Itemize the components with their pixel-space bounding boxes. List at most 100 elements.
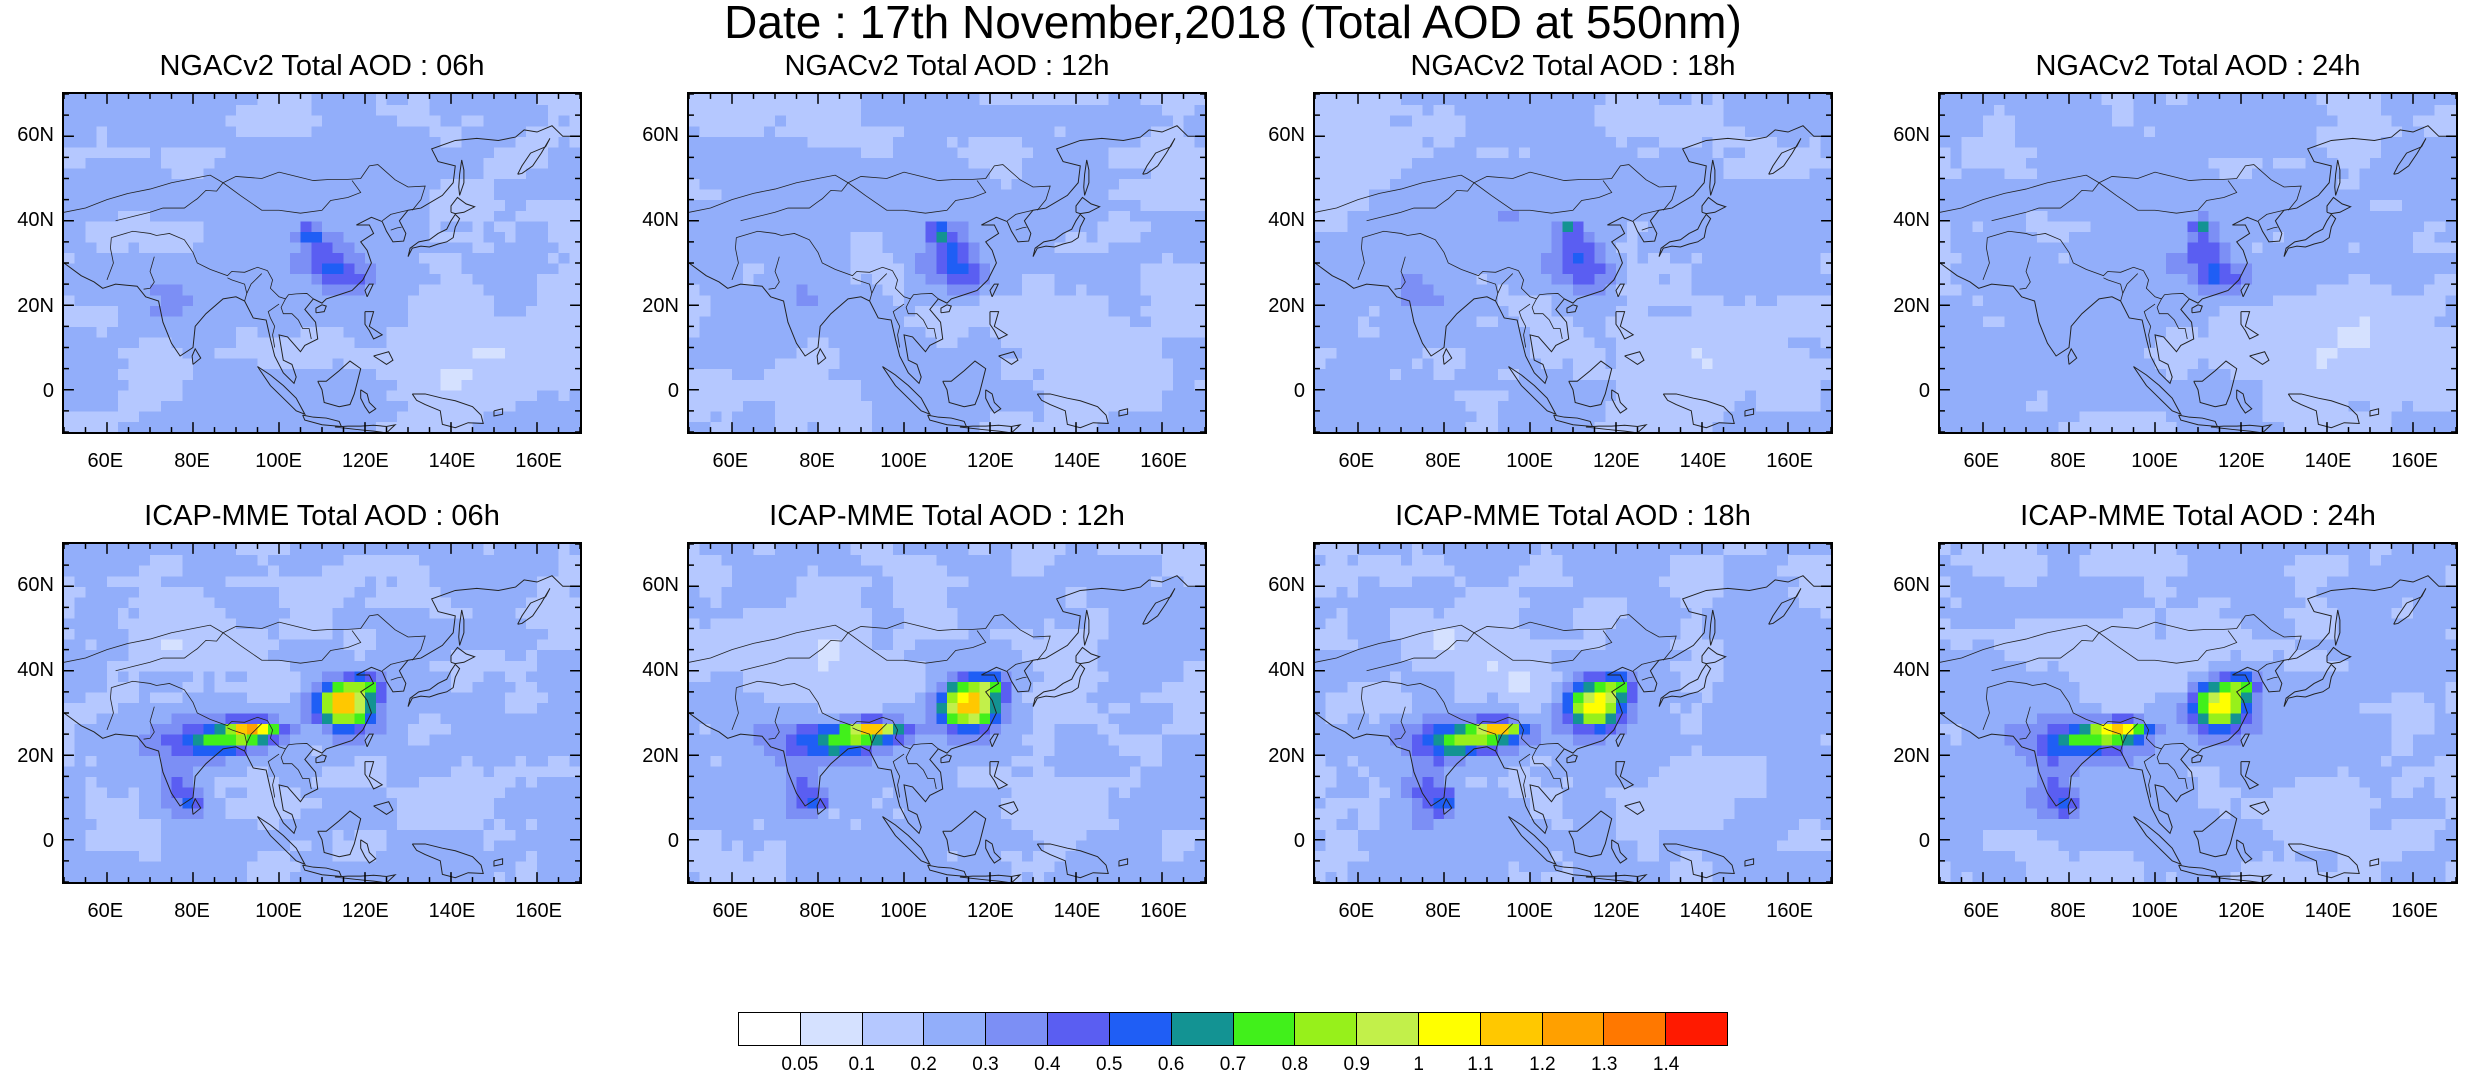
lat-tick-label: 0 (6, 380, 54, 402)
lon-tick-label: 80E (1413, 900, 1473, 922)
aod-field (64, 544, 580, 882)
colorbar-label: 0.2 (894, 1054, 954, 1076)
lon-tick-label: 140E (422, 450, 482, 472)
colorbar-swatch (739, 1013, 801, 1045)
lon-tick-label: 120E (960, 450, 1020, 472)
map-panel: NGACv2 Total AOD : 12h (687, 50, 1207, 392)
aod-map (62, 542, 582, 884)
colorbar-boxes (738, 1012, 1728, 1046)
aod-map (62, 92, 582, 434)
lon-tick-label: 80E (1413, 450, 1473, 472)
lat-tick-label: 40N (1257, 209, 1305, 231)
lat-tick-label: 60N (1882, 124, 1930, 146)
lon-tick-label: 80E (787, 900, 847, 922)
lon-tick-label: 120E (2211, 450, 2271, 472)
lat-tick-label: 40N (6, 659, 54, 681)
aod-map (1313, 542, 1833, 884)
lon-tick-label: 60E (75, 900, 135, 922)
lon-tick-label: 160E (1134, 450, 1194, 472)
lon-tick-label: 80E (162, 450, 222, 472)
colorbar-swatch (986, 1013, 1048, 1045)
lon-tick-label: 100E (1500, 450, 1560, 472)
lat-tick-label: 0 (631, 830, 679, 852)
lat-tick-label: 60N (631, 124, 679, 146)
lon-tick-label: 80E (162, 900, 222, 922)
lon-tick-label: 100E (249, 450, 309, 472)
lon-tick-label: 120E (960, 900, 1020, 922)
lon-tick-label: 140E (2298, 450, 2358, 472)
map-panel: ICAP-MME Total AOD : 12h (687, 500, 1207, 842)
lon-tick-label: 160E (509, 450, 569, 472)
lon-tick-label: 160E (1760, 900, 1820, 922)
colorbar-label: 0.3 (956, 1054, 1016, 1076)
lon-tick-label: 120E (335, 900, 395, 922)
colorbar-label: 0.05 (770, 1054, 830, 1076)
colorbar-swatch (1666, 1013, 1727, 1045)
panel-title: ICAP-MME Total AOD : 06h (62, 500, 582, 532)
lon-tick-label: 160E (2385, 450, 2445, 472)
colorbar-swatch (1419, 1013, 1481, 1045)
lat-tick-label: 20N (631, 295, 679, 317)
map-panel: NGACv2 Total AOD : 06h (62, 50, 582, 392)
lat-tick-label: 60N (631, 574, 679, 596)
lat-tick-label: 60N (6, 574, 54, 596)
lon-tick-label: 140E (2298, 900, 2358, 922)
colorbar-label: 0.4 (1017, 1054, 1077, 1076)
colorbar-swatch (1604, 1013, 1666, 1045)
aod-field (64, 94, 580, 432)
colorbar-swatch (1543, 1013, 1605, 1045)
aod-map (687, 542, 1207, 884)
lat-tick-label: 20N (1257, 745, 1305, 767)
lat-tick-label: 40N (6, 209, 54, 231)
colorbar-label: 0.6 (1141, 1054, 1201, 1076)
lon-tick-label: 100E (1500, 900, 1560, 922)
lon-tick-label: 160E (509, 900, 569, 922)
aod-map (1313, 92, 1833, 434)
colorbar-label: 1.4 (1636, 1054, 1696, 1076)
panel-title: NGACv2 Total AOD : 12h (687, 50, 1207, 82)
colorbar-swatch (1357, 1013, 1419, 1045)
lat-tick-label: 60N (1257, 574, 1305, 596)
colorbar-swatch (1048, 1013, 1110, 1045)
panel-title: NGACv2 Total AOD : 18h (1313, 50, 1833, 82)
lon-tick-label: 60E (1326, 450, 1386, 472)
aod-map (687, 92, 1207, 434)
lon-tick-label: 100E (874, 900, 934, 922)
lat-tick-label: 20N (6, 295, 54, 317)
lat-tick-label: 60N (1257, 124, 1305, 146)
colorbar-swatch (924, 1013, 986, 1045)
lon-tick-label: 140E (422, 900, 482, 922)
lat-tick-label: 0 (1882, 380, 1930, 402)
colorbar-label: 1.3 (1574, 1054, 1634, 1076)
panel-title: ICAP-MME Total AOD : 18h (1313, 500, 1833, 532)
lon-tick-label: 60E (700, 450, 760, 472)
panel-title: NGACv2 Total AOD : 06h (62, 50, 582, 82)
map-panel: ICAP-MME Total AOD : 06h (62, 500, 582, 842)
lon-tick-label: 120E (1586, 450, 1646, 472)
aod-field (1315, 94, 1831, 432)
colorbar-label: 0.1 (832, 1054, 892, 1076)
lat-tick-label: 40N (1257, 659, 1305, 681)
panel-title: ICAP-MME Total AOD : 24h (1938, 500, 2458, 532)
lat-tick-label: 60N (1882, 574, 1930, 596)
colorbar-label: 0.7 (1203, 1054, 1263, 1076)
lon-tick-label: 100E (2125, 450, 2185, 472)
lon-tick-label: 60E (1951, 900, 2011, 922)
lon-tick-label: 120E (335, 450, 395, 472)
lon-tick-label: 100E (2125, 900, 2185, 922)
panel-title: NGACv2 Total AOD : 24h (1938, 50, 2458, 82)
lon-tick-label: 60E (75, 450, 135, 472)
lat-tick-label: 60N (6, 124, 54, 146)
lat-tick-label: 0 (1882, 830, 1930, 852)
lat-tick-label: 0 (631, 380, 679, 402)
aod-field (689, 94, 1205, 432)
colorbar-label: 0.5 (1079, 1054, 1139, 1076)
colorbar-swatch (1481, 1013, 1543, 1045)
colorbar-swatch (1172, 1013, 1234, 1045)
colorbar-label: 0.8 (1265, 1054, 1325, 1076)
aod-map (1938, 542, 2458, 884)
lon-tick-label: 160E (1760, 450, 1820, 472)
